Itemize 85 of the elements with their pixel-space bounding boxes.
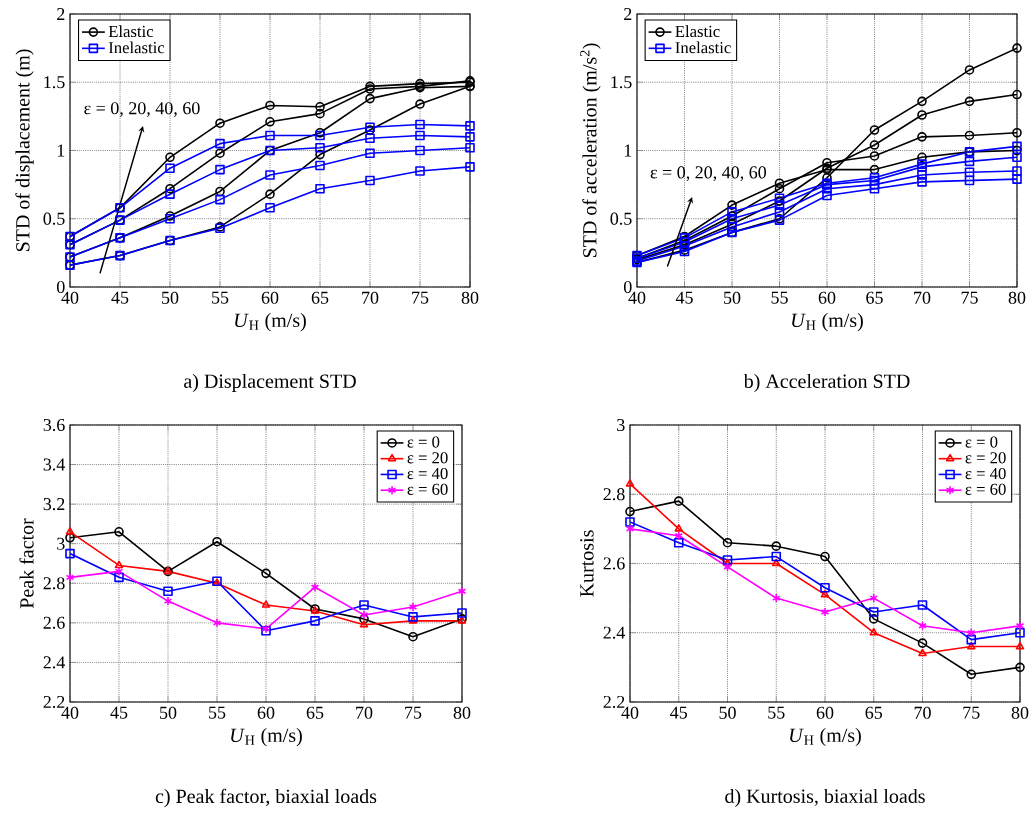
y-tick-label: 3.4 [43, 458, 66, 471]
legend-label: ε = 40 [407, 467, 448, 480]
y-tick-label: 0.5 [43, 212, 65, 225]
y-tick-label: 1 [57, 144, 65, 157]
x-tick-label: 50 [724, 291, 741, 304]
x-tick-label: 65 [865, 706, 883, 719]
y-tick-label: 2.8 [43, 577, 65, 590]
text: b) Acceleration STD [743, 373, 910, 393]
y-tick-label: 2 [624, 8, 632, 20]
y-tick-label: 0 [56, 280, 65, 294]
y-tick-label: 2.2 [603, 695, 625, 709]
x-tick-label: 40 [621, 706, 639, 719]
legend-label: Elastic [108, 25, 154, 38]
y-tick-label: 2.6 [603, 557, 625, 570]
y-axis-title: STD of displacement (m) [15, 49, 34, 252]
y-tick-label: 1.5 [44, 76, 65, 89]
text: a) Displacement STD [184, 373, 356, 393]
y-axis-title: STD of acceleration (m/s$^{2}$) [580, 43, 601, 258]
x-tick-label: 60 [257, 706, 275, 719]
legend-label: Elastic [675, 25, 720, 38]
y-tick-label: 2 [57, 8, 65, 20]
x-tick-label: 45 [110, 706, 128, 719]
x-tick-label: 55 [212, 291, 229, 304]
text: c) Peak factor, biaxial loads [155, 788, 377, 808]
x-tick-label: 65 [311, 291, 329, 304]
text: d) Kurtosis, biaxial loads [725, 788, 925, 808]
x-tick-label: 60 [261, 291, 279, 304]
x-tick-label: 70 [914, 291, 931, 304]
x-tick-label: 60 [818, 291, 836, 304]
x-tick-label: 55 [209, 706, 226, 719]
x-tick-label: 80 [1008, 291, 1026, 304]
legend-label: ε = 20 [965, 452, 1006, 464]
x-tick-label: 80 [453, 706, 471, 719]
x-tick-label: 55 [768, 706, 785, 719]
x-tick-label: 70 [356, 706, 373, 719]
y-tick-label: 3.6 [43, 418, 65, 432]
annotation: ε = 0, 20, 40, 60 [84, 102, 200, 117]
y-tick-label: 3 [57, 537, 65, 550]
x-tick-label: 40 [61, 291, 79, 304]
x-axis-title: U$_{H}$ (m/s) [235, 313, 306, 332]
x-tick-label: 70 [914, 706, 931, 719]
x-tick-label: 75 [961, 291, 978, 304]
x-axis-title: U$_{H}$ (m/s) [790, 727, 861, 747]
y-tick-label: 3 [617, 418, 625, 432]
y-tick-label: 2.6 [43, 616, 65, 629]
y-tick-label: 1 [624, 144, 632, 157]
x-axis-title: U$_{H}$ (m/s) [792, 313, 863, 332]
legend-label: Inelastic [108, 41, 165, 54]
x-tick-label: 80 [461, 291, 479, 304]
legend-label: ε = 60 [965, 483, 1006, 495]
x-tick-label: 75 [412, 291, 429, 304]
y-tick-label: 2.2 [43, 695, 65, 709]
y-axis-title: Kurtosis [580, 530, 594, 597]
legend-label: ε = 0 [407, 436, 440, 448]
legend-label: ε = 0 [965, 436, 998, 448]
y-axis-title: Peak factor [19, 518, 34, 609]
annotation: ε = 0, 20, 40, 60 [650, 166, 767, 182]
legend-label: ε = 20 [407, 452, 448, 464]
legend-label: Inelastic [675, 41, 731, 54]
y-tick-label: 2.4 [43, 656, 66, 669]
y-tick-label: 0 [623, 280, 632, 294]
y-tick-label: 0.5 [610, 212, 632, 225]
legend-label: ε = 60 [407, 483, 448, 495]
x-tick-label: 75 [405, 706, 422, 719]
x-tick-label: 45 [670, 706, 688, 719]
x-tick-label: 70 [362, 291, 379, 304]
x-tick-label: 60 [816, 706, 834, 719]
y-tick-label: 1.5 [611, 76, 632, 89]
x-tick-label: 50 [160, 706, 177, 719]
x-tick-label: 40 [61, 706, 79, 719]
y-tick-label: 2.4 [603, 626, 626, 639]
x-tick-label: 50 [719, 706, 736, 719]
x-tick-label: 65 [306, 706, 324, 719]
legend-label: ε = 40 [965, 467, 1006, 480]
x-tick-label: 45 [111, 291, 129, 304]
x-tick-label: 55 [771, 291, 788, 304]
x-tick-label: 75 [963, 706, 980, 719]
y-tick-label: 3.2 [43, 498, 65, 511]
x-tick-label: 65 [866, 291, 883, 304]
x-tick-label: 40 [628, 291, 646, 304]
y-tick-label: 2.8 [603, 488, 625, 501]
x-tick-label: 50 [162, 291, 179, 304]
x-tick-label: 45 [675, 291, 693, 304]
x-tick-label: 80 [1011, 706, 1029, 719]
x-axis-title: U$_{H}$ (m/s) [231, 728, 302, 747]
